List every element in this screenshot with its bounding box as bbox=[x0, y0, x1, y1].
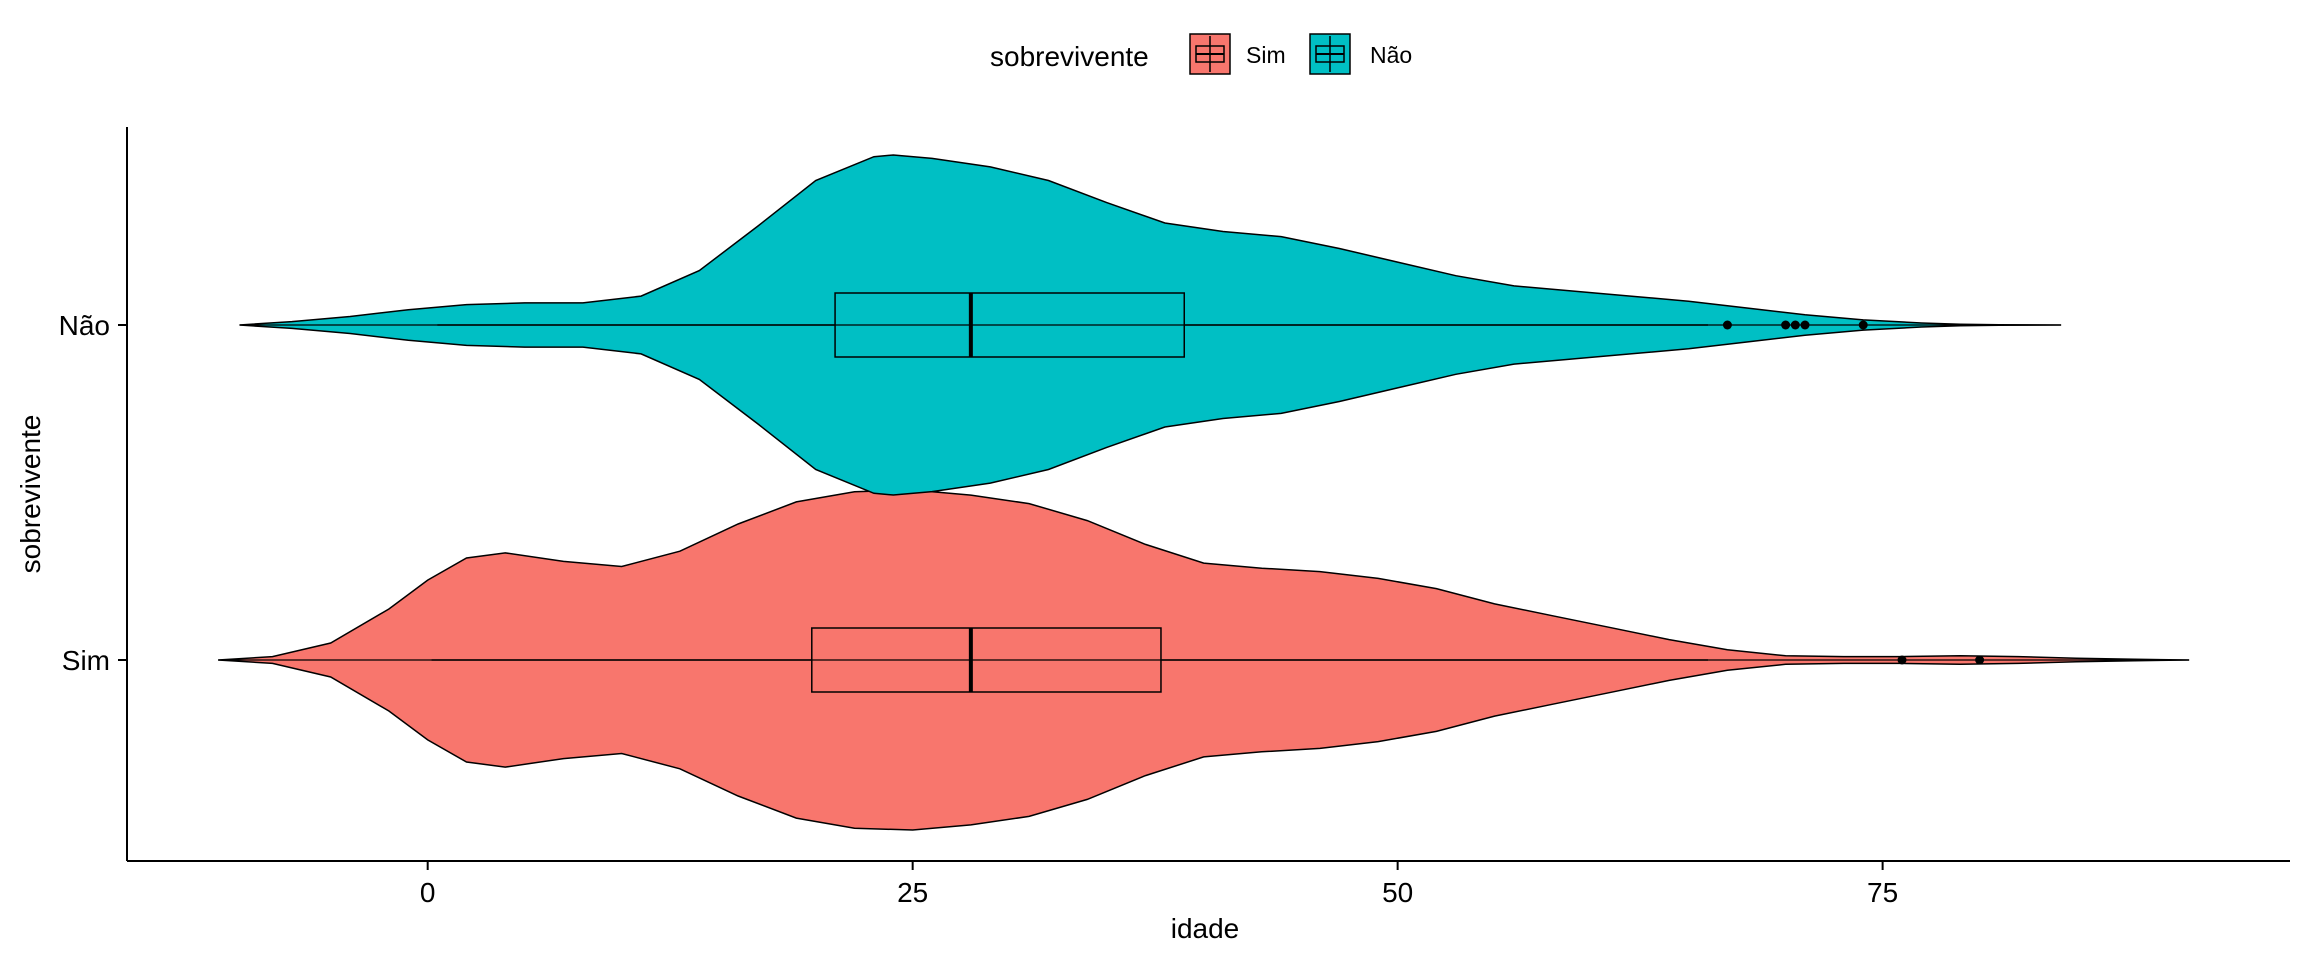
y-axis-title: sobrevivente bbox=[15, 415, 46, 574]
plot-area bbox=[218, 154, 2190, 831]
legend-item-sim: Sim bbox=[1189, 33, 1286, 75]
legend-title: sobrevivente bbox=[990, 41, 1149, 72]
legend: sobrevivente Sim Não bbox=[990, 33, 1412, 75]
series-nao bbox=[239, 154, 2062, 496]
series-sim bbox=[218, 489, 2190, 831]
y-tick-label: Sim bbox=[62, 645, 110, 676]
y-axis-ticks: Sim Não bbox=[59, 310, 127, 676]
x-tick-label: 75 bbox=[1867, 877, 1898, 908]
x-tick-label: 50 bbox=[1382, 877, 1413, 908]
y-tick-label: Não bbox=[59, 310, 110, 341]
x-axis-title: idade bbox=[1171, 913, 1240, 944]
legend-label-nao: Não bbox=[1370, 42, 1412, 68]
legend-item-nao: Não bbox=[1309, 33, 1412, 75]
x-tick-label: 25 bbox=[897, 877, 928, 908]
legend-label-sim: Sim bbox=[1246, 42, 1286, 68]
x-tick-label: 0 bbox=[420, 877, 436, 908]
x-axis-ticks: 0 25 50 75 bbox=[420, 861, 1898, 908]
